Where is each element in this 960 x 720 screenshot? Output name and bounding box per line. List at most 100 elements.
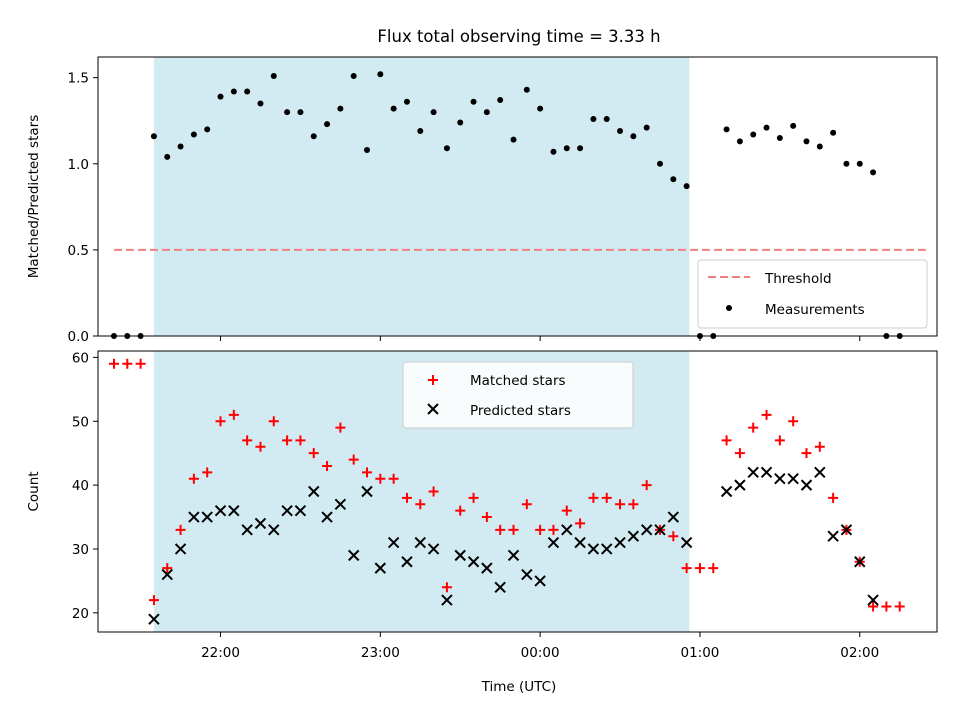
measurement-point — [523, 86, 530, 93]
matched-stars-point — [881, 601, 892, 612]
matched-stars-point — [588, 492, 599, 503]
legend: Threshold Measurements — [697, 259, 928, 329]
predicted-stars-point — [734, 479, 746, 491]
observing-window-shade — [153, 57, 690, 336]
matched-stars-point — [455, 505, 466, 516]
measurement-point — [816, 143, 823, 150]
matched-stars-point — [348, 454, 359, 465]
predicted-stars-point — [774, 473, 786, 485]
matched-stars-point — [228, 409, 239, 420]
predicted-stars-point — [401, 556, 413, 568]
matched-stars-point — [108, 358, 119, 369]
matched-stars-point — [295, 435, 306, 446]
matched-stars-point — [415, 499, 426, 510]
measurement-point — [577, 145, 584, 152]
matched-stars-point — [362, 467, 373, 478]
matched-stars-point — [788, 416, 799, 427]
matched-stars-point — [508, 524, 519, 535]
bottom-panel: 22:00 23:00 00:00 01:00 02:00 20 30 40 50 60 Count… — [26, 350, 938, 661]
matched-stars-point — [641, 480, 652, 491]
measurement-point — [856, 160, 863, 167]
measurement-point — [870, 169, 877, 176]
measurement-point — [656, 160, 663, 167]
y-axis-label: Matched/Predicted stars — [26, 115, 42, 278]
matched-stars-point — [721, 435, 732, 446]
measurement-point — [190, 131, 197, 138]
matched-stars-point — [122, 358, 133, 369]
predicted-stars-point — [387, 536, 400, 549]
matched-stars-point — [761, 409, 772, 420]
predicted-stars-point — [760, 466, 773, 479]
top-panel: 0.0 0.5 1.0 1.5 Matched/Predicted stars Thres… — [26, 56, 938, 345]
predicted-stars-point — [521, 568, 533, 581]
measurement-point — [244, 88, 251, 95]
legend: Matched stars Predicted stars — [402, 361, 634, 429]
predicted-stars-point — [201, 511, 213, 523]
measurement-point — [270, 72, 277, 79]
predicted-stars-point — [814, 466, 826, 479]
y-tick-label: 0.5 — [68, 243, 89, 259]
matched-stars-point — [188, 473, 199, 484]
measurement-point — [443, 145, 450, 152]
predicted-stars-point — [374, 562, 387, 574]
predicted-stars-point — [800, 479, 813, 491]
x-tick-label: 01:00 — [680, 645, 719, 661]
matched-stars-point — [734, 448, 745, 459]
predicted-stars-point — [747, 466, 759, 479]
matched-stars-point — [521, 499, 532, 510]
matched-stars-point — [668, 531, 679, 542]
measurement-point — [204, 126, 211, 133]
y-tick-label: 1.0 — [68, 157, 89, 173]
predicted-stars-point — [601, 543, 613, 555]
measurement-point — [164, 153, 171, 160]
predicted-stars-point — [148, 613, 160, 625]
predicted-stars-point — [680, 536, 693, 549]
matched-stars-point — [894, 601, 905, 612]
measurement-point — [364, 147, 371, 153]
predicted-stars-point — [627, 530, 640, 542]
measurement-point — [390, 105, 397, 112]
measurement-point — [150, 133, 157, 140]
predicted-stars-point — [281, 504, 293, 517]
legend-measurements-label: Measurements — [765, 302, 865, 318]
legend-measurements-swatch — [726, 305, 732, 311]
y-tick-label: 40 — [72, 478, 89, 494]
matched-stars-point — [375, 473, 386, 484]
matched-stars-point — [401, 492, 412, 503]
predicted-stars-point — [587, 543, 600, 555]
measurement-point — [776, 134, 783, 141]
measurement-point — [177, 143, 184, 150]
matched-stars-point — [202, 467, 213, 478]
predicted-stars-point — [720, 485, 733, 498]
predicted-stars-point — [840, 524, 853, 536]
matched-stars-point — [575, 518, 586, 529]
chart-title: Flux total observing time = 3.33 h — [377, 27, 660, 46]
measurement-point — [790, 122, 797, 129]
predicted-stars-point — [494, 581, 506, 594]
predicted-stars-point — [867, 594, 879, 606]
measurement-point — [537, 105, 544, 112]
legend-threshold-label: Threshold — [764, 271, 832, 287]
measurement-point — [736, 138, 743, 145]
predicted-stars-point — [467, 556, 480, 568]
predicted-stars-point — [454, 549, 466, 562]
predicted-stars-point — [268, 524, 280, 536]
measurement-point — [630, 133, 637, 140]
y-tick-label: 30 — [72, 542, 89, 558]
matched-stars-point — [615, 499, 626, 510]
matched-stars-point — [694, 563, 705, 574]
predicted-stars-point — [547, 536, 560, 549]
predicted-stars-point — [161, 568, 173, 581]
measurement-point — [377, 71, 384, 78]
matched-stars-point — [388, 473, 399, 484]
measurement-point — [324, 121, 331, 128]
predicted-stars-point — [561, 524, 573, 536]
predicted-stars-point — [294, 504, 307, 517]
x-tick-label: 02:00 — [840, 645, 879, 661]
legend-matched-swatch — [428, 375, 438, 385]
matched-stars-point — [308, 448, 319, 459]
matched-stars-point — [135, 358, 146, 369]
matched-stars-point — [868, 601, 879, 612]
matched-stars-point — [601, 492, 612, 503]
